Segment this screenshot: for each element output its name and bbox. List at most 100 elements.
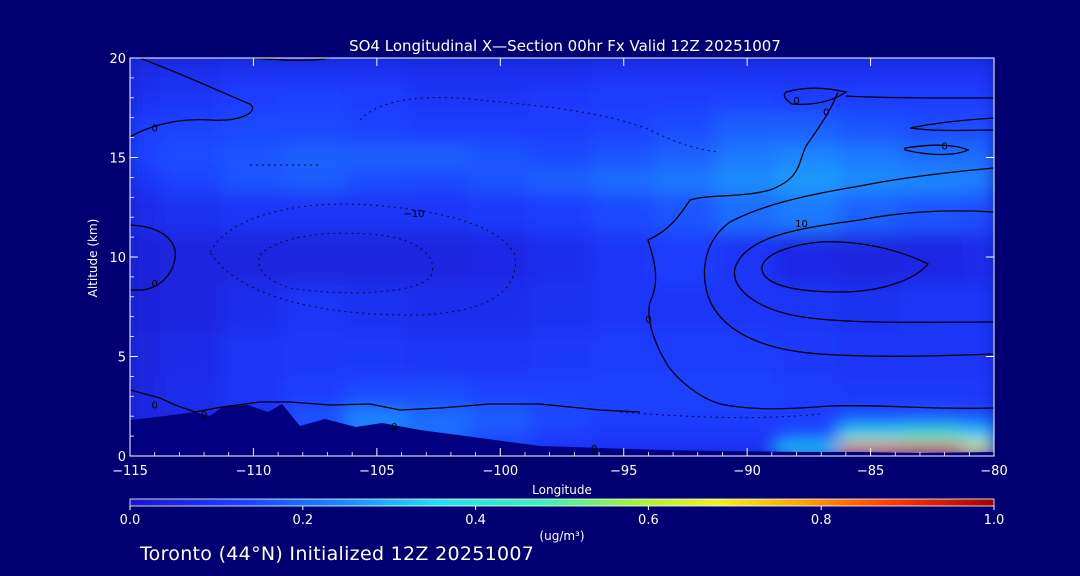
heat-cell	[777, 111, 841, 144]
heat-cell	[530, 111, 594, 144]
heat-cell	[159, 111, 224, 144]
contour-label: 0	[391, 422, 397, 433]
heat-cell	[406, 111, 471, 144]
heat-cell	[345, 375, 409, 408]
contour-label: −10	[403, 209, 424, 220]
heat-cell	[221, 280, 286, 333]
heat-cell	[777, 231, 841, 283]
x-tick-label: −95	[610, 464, 637, 479]
heat-cell	[283, 58, 347, 84]
contour-neg-10	[209, 203, 517, 316]
heat-cell	[653, 166, 718, 194]
heat-cell	[468, 231, 533, 283]
heat-cell	[900, 166, 965, 194]
heat-cell	[715, 111, 779, 144]
contour-zero-main	[647, 91, 994, 410]
heat-cell	[653, 405, 718, 428]
heat-cell	[962, 280, 994, 333]
colorbar-gradient	[130, 499, 994, 506]
heat-cell	[530, 81, 594, 114]
heat-cell	[900, 375, 965, 408]
heat-cell	[653, 111, 718, 144]
heat-cell	[221, 111, 286, 144]
heat-cell	[283, 191, 347, 234]
heat-cell	[159, 280, 224, 333]
heat-cell	[406, 166, 471, 194]
contour-10-outer	[703, 167, 994, 357]
heat-cell	[221, 330, 286, 378]
colorbar-tick-label: 0.6	[638, 513, 659, 528]
heat-cell	[715, 425, 779, 445]
heat-cell	[406, 405, 471, 428]
contour-10-middle	[733, 210, 994, 323]
heat-cell	[406, 191, 471, 234]
heat-cell	[777, 166, 841, 194]
colorbar-tick-label: 0.8	[811, 513, 832, 528]
heat-cell	[159, 141, 224, 169]
heat-cell	[838, 111, 903, 144]
contour-label: 0	[151, 279, 157, 290]
heat-cell	[777, 81, 841, 114]
heat-cell	[838, 330, 903, 378]
colorbar: 0.0 0.2 0.4 0.6 0.8 1.0 (ug/m³)	[120, 498, 1004, 543]
heat-cell	[591, 330, 656, 378]
contour-label: 0	[151, 124, 157, 135]
heat-cell	[406, 58, 471, 84]
plot-area	[130, 58, 994, 456]
heat-cell	[838, 375, 903, 408]
heat-cell	[962, 425, 994, 445]
contour-10-inner	[761, 241, 930, 293]
heat-cell	[653, 375, 718, 408]
y-axis-label: Altitude (km)	[86, 219, 100, 298]
contour-zero-lower-left	[130, 389, 641, 413]
heat-cell	[283, 111, 347, 144]
heat-cell	[777, 375, 841, 408]
heat-cell	[530, 166, 594, 194]
contour-label: 0	[793, 96, 799, 107]
heat-cell	[838, 425, 903, 445]
contour-label: 0	[823, 108, 829, 119]
heat-cell	[962, 141, 994, 169]
heat-cell	[715, 405, 779, 428]
heat-cell	[777, 330, 841, 378]
x-tick-label: −105	[359, 464, 395, 479]
y-axis: 0 5 10 15 20	[109, 52, 994, 465]
colorbar-frame	[129, 498, 995, 507]
heat-cell	[777, 280, 841, 333]
contour-label: 0	[941, 142, 947, 153]
contour-zero-right-b	[904, 144, 970, 156]
contour-zero-top	[247, 58, 331, 61]
y-tick-label: 5	[118, 351, 126, 366]
heat-cell	[653, 425, 718, 445]
heat-cell	[900, 280, 965, 333]
contour-zero-top-right-2	[845, 95, 994, 99]
heat-cell	[715, 280, 779, 333]
heat-cell	[468, 405, 533, 428]
heat-cell	[406, 375, 471, 408]
heat-cell	[715, 166, 779, 194]
heat-cell	[838, 141, 903, 169]
heat-cell	[345, 111, 409, 144]
heat-cell	[591, 375, 656, 408]
y-tick-label: 15	[109, 152, 126, 167]
heat-cell	[838, 191, 903, 234]
heat-cell	[591, 405, 656, 428]
colorbar-tick-label: 0.4	[465, 513, 486, 528]
heat-cell	[159, 375, 224, 408]
heat-cell	[530, 58, 594, 84]
heat-cell	[530, 231, 594, 283]
heat-cell	[838, 231, 903, 283]
heat-cell	[838, 405, 903, 428]
heat-cell	[653, 141, 718, 169]
heat-cell	[653, 231, 718, 283]
heat-cell	[345, 280, 409, 333]
heat-cell	[159, 191, 224, 234]
x-axis: −115 −110 −105 −100 −95 −90 −85 −80	[112, 58, 1008, 479]
heat-cell	[130, 330, 162, 378]
heat-cell	[221, 191, 286, 234]
heat-cell	[530, 425, 594, 445]
terrain-mask	[130, 404, 994, 456]
contour-zero-top-right	[783, 87, 848, 106]
heat-cell	[838, 280, 903, 333]
heat-cell	[468, 191, 533, 234]
